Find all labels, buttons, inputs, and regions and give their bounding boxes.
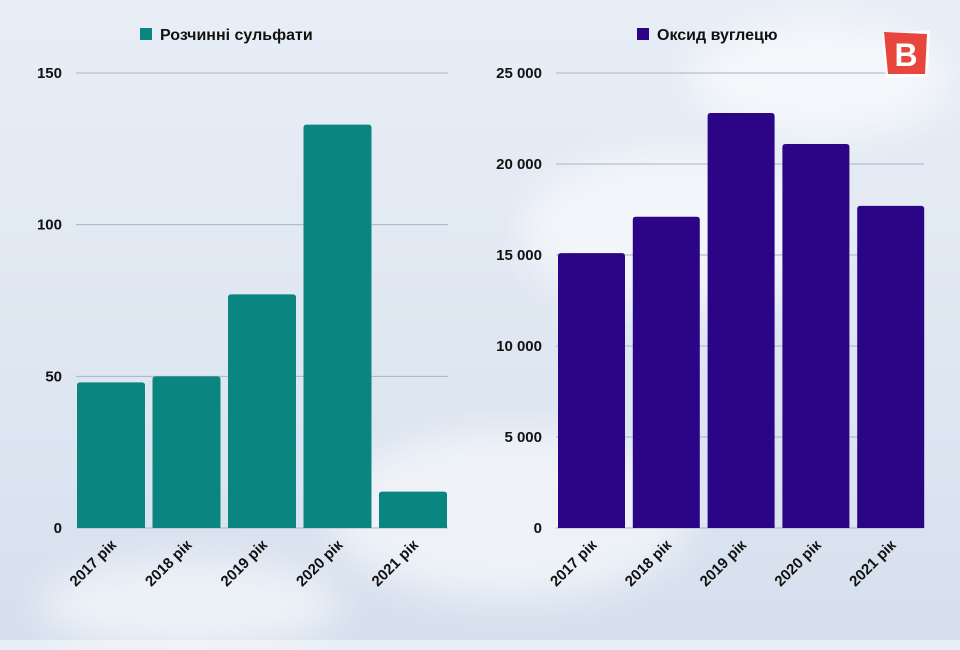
- y-tick-label: 10 000: [496, 338, 542, 355]
- y-tick-label: 20 000: [496, 156, 542, 173]
- y-tick-label: 15 000: [496, 247, 542, 264]
- x-tick-label: 2018 рік: [142, 536, 196, 590]
- bar: [558, 253, 625, 528]
- x-tick-label: 2021 рік: [846, 536, 900, 590]
- chart-panel-2: 0 5 000 10 000 15 000 20 000 25 000 2017 рік 20…: [496, 27, 925, 590]
- bar: [632, 216, 700, 528]
- y-tick-label: 50: [45, 368, 62, 385]
- x-tick-label: 2020 рік: [771, 536, 825, 590]
- bar: [77, 382, 145, 528]
- logo-shape: [884, 32, 927, 74]
- bar: [303, 124, 372, 529]
- legend-swatch: [140, 28, 152, 40]
- y-tick-label: 150: [37, 65, 62, 82]
- bar: [782, 143, 850, 529]
- x-tick-label: 2017 рік: [67, 536, 121, 590]
- background-cloud: [40, 560, 340, 650]
- x-tick-label: 2020 рік: [293, 536, 347, 590]
- y-tick-label: 5 000: [504, 429, 542, 446]
- x-tick-label: 2021 рік: [369, 536, 423, 590]
- y-tick-label: 0: [534, 520, 542, 537]
- bar: [379, 491, 447, 528]
- y-tick-label: 0: [54, 520, 62, 537]
- bar: [228, 294, 296, 528]
- x-tick-label: 2017 рік: [547, 536, 601, 590]
- bar: [707, 113, 775, 528]
- y-tick-label: 25 000: [496, 65, 542, 82]
- legend-label: Оксид вуглецю: [657, 27, 778, 44]
- legend-label: Розчинні сульфати: [160, 27, 313, 44]
- bar: [152, 376, 221, 528]
- publisher-logo: B: [882, 30, 930, 78]
- x-tick-label: 2019 рік: [697, 536, 751, 590]
- y-tick-label: 100: [37, 217, 62, 234]
- legend-swatch: [637, 28, 649, 40]
- logo-letter: B: [894, 37, 917, 73]
- x-tick-label: 2019 рік: [218, 536, 272, 590]
- chart-panel-1: 0 50 100 150 2017 рік 2018 рік 2019 рік 2020 рі…: [37, 27, 448, 590]
- x-tick-label: 2018 рік: [622, 536, 676, 590]
- bar: [857, 205, 925, 529]
